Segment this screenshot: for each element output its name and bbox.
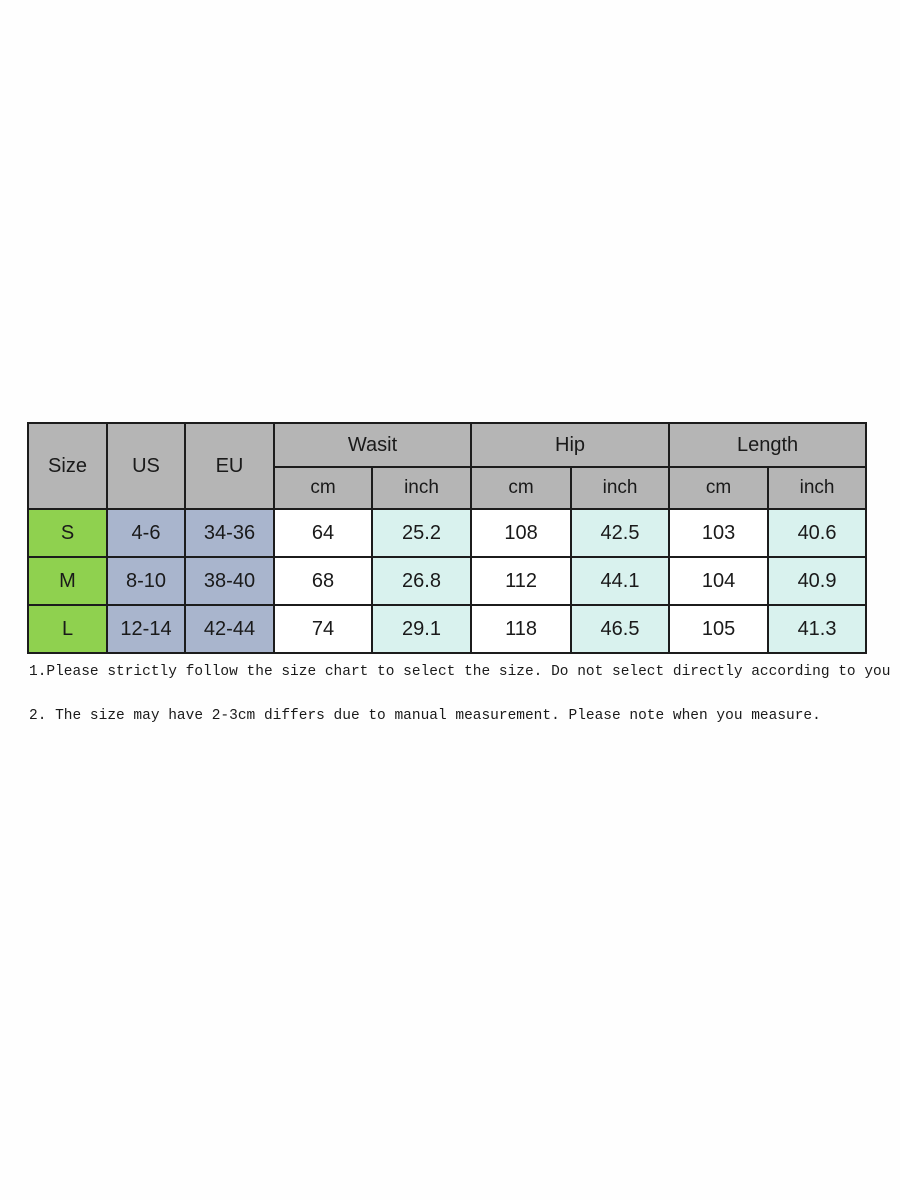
- waist-inch-cell: 26.8: [370, 556, 473, 606]
- col-group-length: Length: [668, 422, 868, 468]
- table-row-l: L 12-14 42-44 74 29.1 118 46.5 105 41.3: [27, 604, 868, 654]
- hip-cm-cell: 118: [470, 604, 573, 654]
- us-cell: 8-10: [106, 556, 186, 606]
- size-cell: S: [27, 508, 108, 558]
- table-unit-header-row: cm inch cm inch cm inch: [28, 466, 868, 510]
- hip-inch-cell: 46.5: [570, 604, 671, 654]
- size-cell: M: [27, 556, 108, 606]
- note-line-1: 1.Please strictly follow the size chart …: [29, 664, 891, 680]
- waist-inch-cell: 29.1: [370, 604, 473, 654]
- table-row-s: S 4-6 34-36 64 25.2 108 42.5 103 40.6: [27, 508, 868, 558]
- waist-cm-cell: 64: [273, 508, 373, 558]
- unit-header-waist-cm: cm: [273, 466, 373, 510]
- unit-header-hip-cm: cm: [470, 466, 573, 510]
- col-group-hip: Hip: [470, 422, 671, 468]
- hip-cm-cell: 108: [470, 508, 573, 558]
- length-inch-cell: 40.9: [767, 556, 868, 606]
- length-cm-cell: 103: [668, 508, 770, 558]
- col-header-us: US: [106, 422, 186, 510]
- unit-header-waist-inch: inch: [370, 466, 473, 510]
- size-cell: L: [27, 604, 108, 654]
- unit-header-length-cm: cm: [668, 466, 770, 510]
- length-inch-cell: 40.6: [767, 508, 868, 558]
- waist-inch-cell: 25.2: [370, 508, 473, 558]
- hip-inch-cell: 42.5: [570, 508, 671, 558]
- eu-cell: 34-36: [184, 508, 275, 558]
- table-row-m: M 8-10 38-40 68 26.8 112 44.1 104 40.9: [27, 556, 868, 606]
- unit-header-hip-inch: inch: [570, 466, 671, 510]
- col-header-size: Size: [27, 422, 108, 510]
- hip-cm-cell: 112: [470, 556, 573, 606]
- size-chart-table: Size US EU Wasit Hip Length cm inch cm i…: [27, 422, 868, 654]
- waist-cm-cell: 74: [273, 604, 373, 654]
- waist-cm-cell: 68: [273, 556, 373, 606]
- length-inch-cell: 41.3: [767, 604, 868, 654]
- unit-header-length-inch: inch: [767, 466, 868, 510]
- us-cell: 4-6: [106, 508, 186, 558]
- length-cm-cell: 104: [668, 556, 770, 606]
- length-cm-cell: 105: [668, 604, 770, 654]
- table-group-header-row: Size US EU Wasit Hip Length: [27, 422, 868, 510]
- note-line-2: 2. The size may have 2-3cm differs due t…: [29, 708, 821, 724]
- us-cell: 12-14: [106, 604, 186, 654]
- col-header-eu: EU: [184, 422, 275, 510]
- eu-cell: 42-44: [184, 604, 275, 654]
- col-group-waist: Wasit: [272, 422, 473, 468]
- hip-inch-cell: 44.1: [570, 556, 671, 606]
- eu-cell: 38-40: [184, 556, 275, 606]
